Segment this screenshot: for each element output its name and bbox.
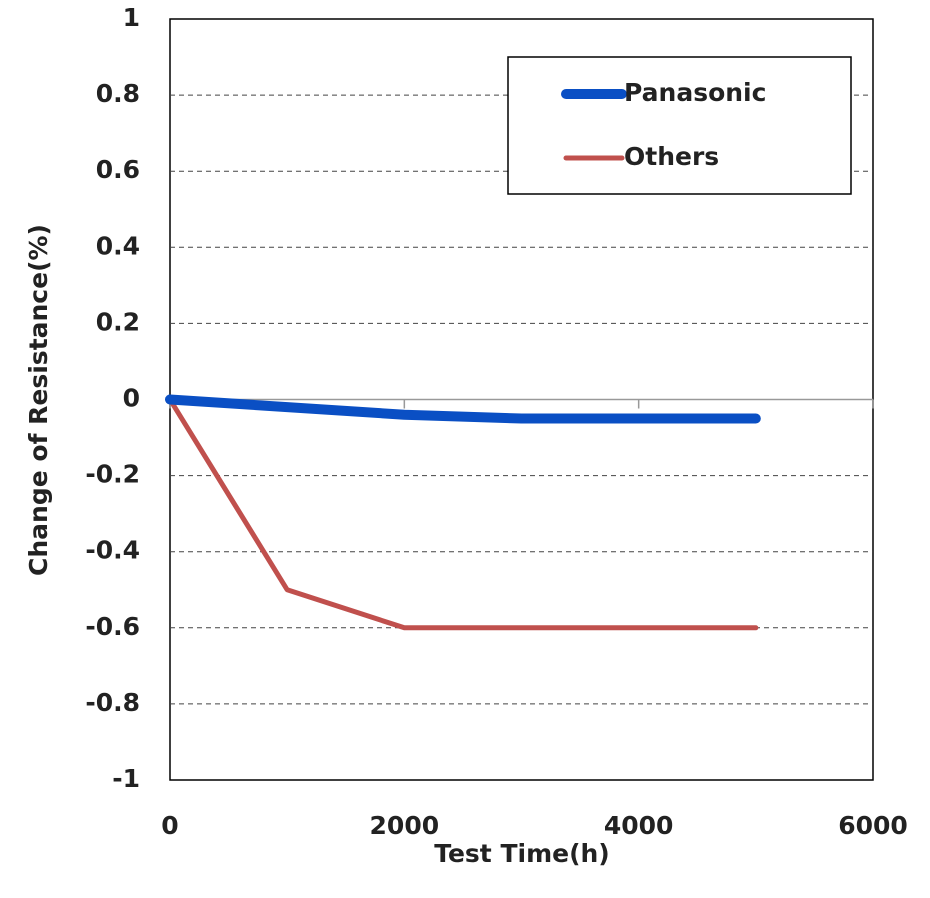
x-axis-label: Test Time(h) [434,839,610,868]
y-axis-label: Change of Resistance(%) [24,224,53,576]
x-tick-label: 4000 [604,811,674,840]
y-tick-label: -0.6 [85,612,140,641]
y-tick-label: -0.8 [85,688,140,717]
data-line [167,397,759,631]
y-tick-label: -0.4 [85,536,140,565]
y-tick-label: 1 [123,3,140,32]
x-tick-label: 0 [161,811,178,840]
legend-box [507,56,852,195]
x-tick-label: 6000 [838,811,908,840]
y-tick-label: -1 [112,764,140,793]
legend-label: Panasonic [624,78,766,107]
y-tick-label: 0.4 [96,231,140,260]
y-tick-label: -0.2 [85,460,140,489]
x-tick-label: 2000 [370,811,440,840]
legend-label: Others [624,142,719,171]
y-tick-label: 0.2 [96,307,140,336]
y-tick-label: 0.6 [96,155,140,184]
y-tick-label: 0.8 [96,79,140,108]
y-tick-label: 0 [123,384,140,413]
data-line [165,394,761,424]
